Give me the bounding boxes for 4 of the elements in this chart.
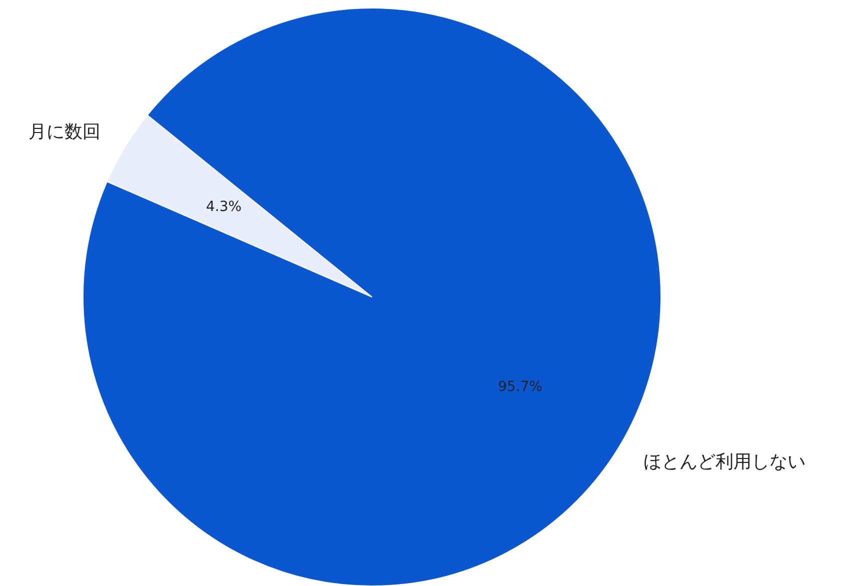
- slice-label: ほとんど利用しない: [644, 451, 806, 472]
- slice-label: 月に数回: [28, 122, 100, 143]
- data-label: 4.3%: [206, 199, 242, 216]
- data-label: 95.7%: [498, 378, 542, 395]
